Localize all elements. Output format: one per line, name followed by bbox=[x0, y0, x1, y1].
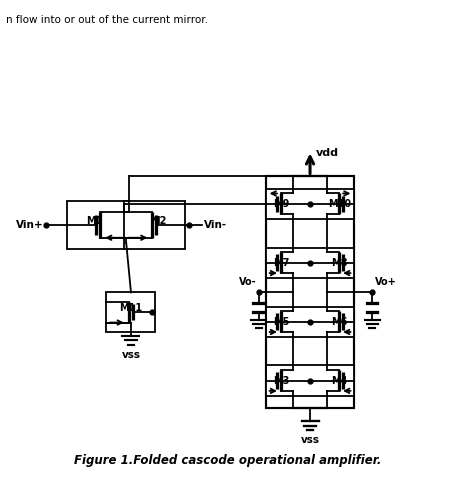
Text: Vin+: Vin+ bbox=[16, 220, 44, 230]
Bar bbox=[266, 189, 354, 219]
Text: vss: vss bbox=[121, 350, 140, 360]
Text: Vo+: Vo+ bbox=[374, 276, 396, 286]
Text: M7: M7 bbox=[273, 258, 289, 268]
Text: M1: M1 bbox=[86, 216, 102, 226]
Text: M4: M4 bbox=[331, 375, 347, 385]
Text: n flow into or out of the current mirror.: n flow into or out of the current mirror… bbox=[6, 15, 208, 25]
Text: M11: M11 bbox=[119, 303, 143, 313]
Text: M3: M3 bbox=[273, 375, 289, 385]
Bar bbox=[124, 201, 185, 249]
Text: Vin-: Vin- bbox=[204, 220, 227, 230]
Text: M6: M6 bbox=[331, 317, 347, 327]
Text: vss: vss bbox=[301, 435, 319, 445]
FancyBboxPatch shape bbox=[266, 176, 355, 408]
Bar bbox=[266, 248, 354, 278]
Text: vdd: vdd bbox=[316, 148, 339, 158]
Bar bbox=[107, 292, 155, 332]
Text: M8: M8 bbox=[331, 258, 347, 268]
Text: M10: M10 bbox=[328, 199, 351, 209]
Text: Vo-: Vo- bbox=[239, 276, 256, 286]
Bar bbox=[67, 201, 128, 249]
Bar bbox=[266, 307, 354, 337]
Text: M5: M5 bbox=[273, 317, 289, 327]
Bar bbox=[266, 366, 354, 396]
Text: Figure 1.Folded cascode operational amplifier.: Figure 1.Folded cascode operational ampl… bbox=[74, 454, 381, 467]
Text: M9: M9 bbox=[273, 199, 289, 209]
Text: M2: M2 bbox=[150, 216, 166, 226]
